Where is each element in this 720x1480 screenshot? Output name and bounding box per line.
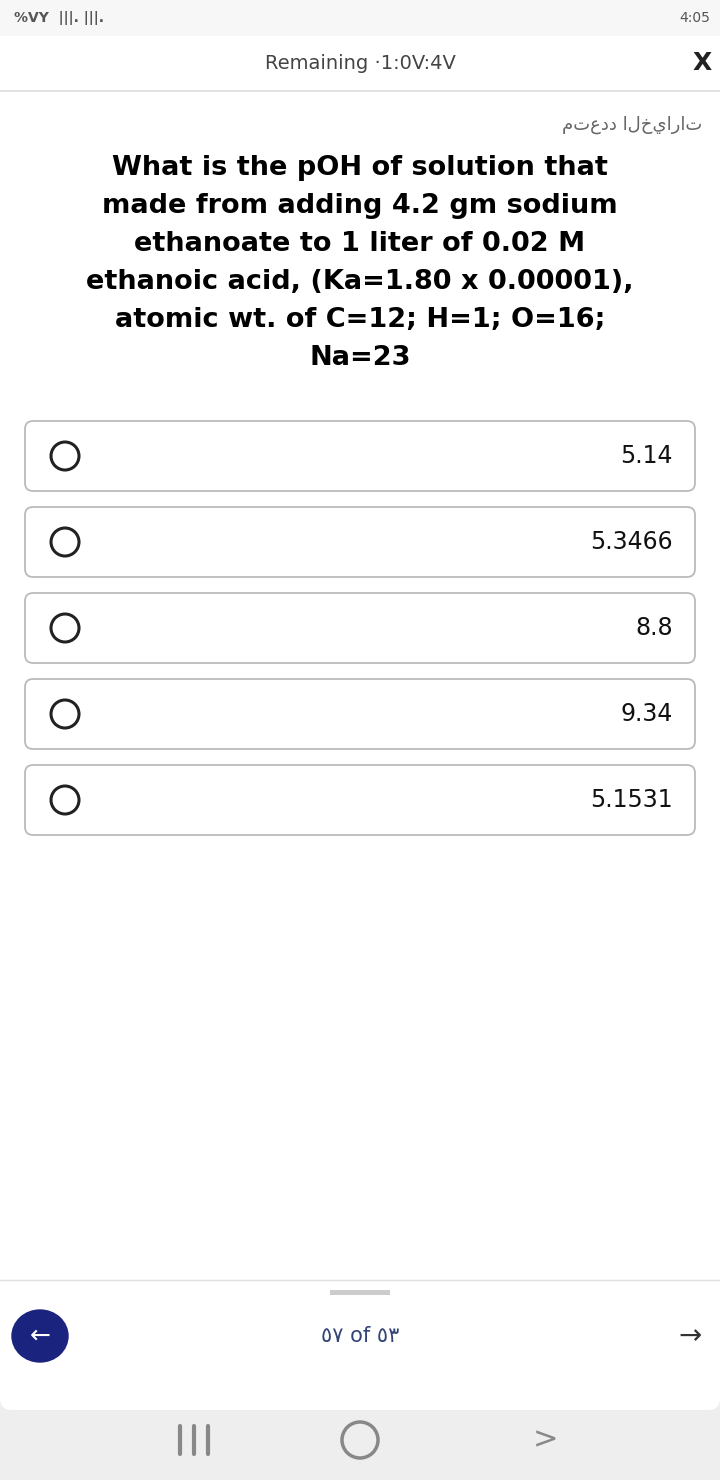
Text: 8.8: 8.8 [635,616,673,639]
Text: ethanoate to 1 liter of 0.02 M: ethanoate to 1 liter of 0.02 M [135,231,585,258]
Bar [0,1400,720,1480]
Text: Na=23: Na=23 [310,345,410,371]
Text: ←: ← [30,1325,50,1348]
Text: made from adding 4.2 gm sodium: made from adding 4.2 gm sodium [102,192,618,219]
FancyBboxPatch shape [25,420,695,491]
Text: ethanoic acid, (Ka=1.80 x 0.00001),: ethanoic acid, (Ka=1.80 x 0.00001), [86,269,634,295]
Bar [330,1291,390,1295]
FancyBboxPatch shape [25,508,695,577]
Text: 4:05: 4:05 [679,10,710,25]
FancyBboxPatch shape [25,593,695,663]
Text: X: X [693,52,711,75]
Text: Remaining ·1:0V:4V: Remaining ·1:0V:4V [264,53,456,73]
FancyBboxPatch shape [25,765,695,835]
Text: →: → [678,1322,701,1350]
FancyBboxPatch shape [0,1280,720,1410]
Text: %VY  |||. |||.: %VY |||. |||. [14,10,104,25]
Text: 5.3466: 5.3466 [590,530,673,554]
Text: 9.34: 9.34 [621,702,673,727]
Text: ٥٧ of ٥٣: ٥٧ of ٥٣ [321,1326,399,1345]
FancyBboxPatch shape [25,679,695,749]
Text: atomic wt. of C=12; H=1; O=16;: atomic wt. of C=12; H=1; O=16; [114,306,606,333]
Text: 5.14: 5.14 [621,444,673,468]
Text: >: > [532,1425,558,1455]
Text: متعدد الخيارات: متعدد الخيارات [562,115,702,135]
Ellipse shape [12,1310,68,1362]
Text: 5.1531: 5.1531 [590,787,673,813]
Bar [0,0,720,36]
Text: What is the pOH of solution that: What is the pOH of solution that [112,155,608,181]
